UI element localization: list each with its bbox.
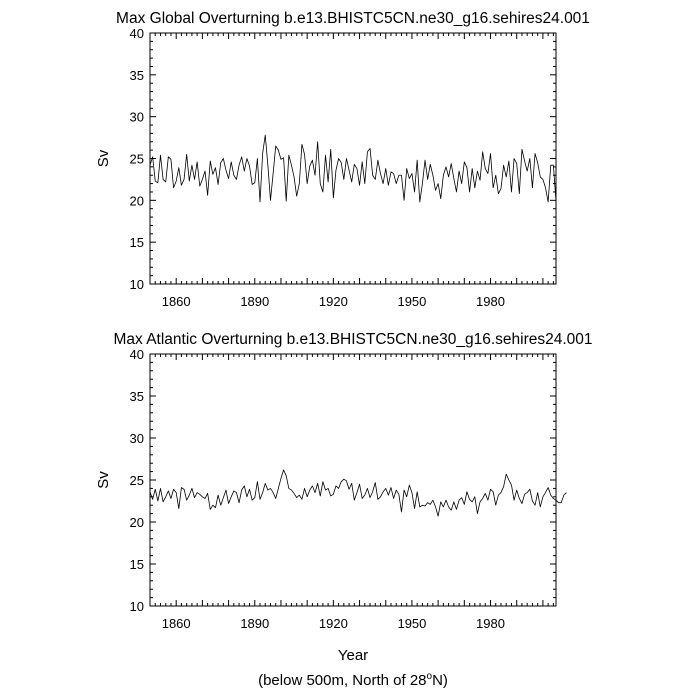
series-line	[149, 469, 567, 517]
series-layer	[149, 134, 557, 203]
y-tick-label: 15	[130, 235, 144, 250]
series-line	[149, 134, 557, 203]
x-tick-label: 1890	[240, 294, 269, 309]
y-tick-label: 10	[130, 599, 144, 614]
y-axis-label: Sv	[95, 149, 112, 167]
chart-title: Max Global Overturning b.e13.BHISTC5CN.n…	[116, 10, 590, 27]
x-tick-label: 1860	[162, 616, 191, 631]
y-tick-label: 20	[130, 193, 144, 208]
y-tick-label: 15	[130, 557, 144, 572]
y-axis-label: Sv	[95, 471, 112, 489]
x-tick-label: 1890	[240, 616, 269, 631]
chart-atlantic-overturning: Max Atlantic Overturning b.e13.BHISTC5CN…	[95, 331, 593, 664]
y-tick-label: 35	[130, 68, 144, 83]
y-tick-label: 40	[130, 347, 144, 362]
x-axis-label: Year	[338, 647, 368, 664]
x-tick-label: 1920	[319, 616, 348, 631]
x-tick-label: 1980	[476, 294, 505, 309]
chart-global-overturning: Max Global Overturning b.e13.BHISTC5CN.n…	[95, 10, 590, 309]
y-axis: 10 15 20 25 30 35 40	[130, 26, 556, 292]
y-tick-label: 40	[130, 26, 144, 41]
x-tick-label: 1920	[319, 294, 348, 309]
plot-frame	[149, 353, 557, 607]
x-tick-label: 1860	[162, 294, 191, 309]
x-tick-label: 1980	[476, 616, 505, 631]
y-tick-label: 25	[130, 152, 144, 167]
y-axis: 10 15 20 25 30 35 40	[130, 347, 556, 614]
x-tick-label: 1950	[397, 616, 426, 631]
y-tick-label: 30	[130, 110, 144, 125]
chart-title: Max Atlantic Overturning b.e13.BHISTC5CN…	[113, 331, 592, 348]
x-axis: 1860 1890 1920 1950 1980	[149, 33, 554, 309]
series-layer	[149, 469, 567, 517]
y-tick-label: 20	[130, 515, 144, 530]
x-axis: 1860 1890 1920 1950 1980	[149, 354, 554, 631]
figure-footnote: (below 500m, North of 28oN)	[258, 671, 448, 689]
y-tick-label: 10	[130, 277, 144, 292]
y-tick-label: 35	[130, 389, 144, 404]
plot-frame	[149, 32, 557, 285]
x-tick-label: 1950	[397, 294, 426, 309]
y-tick-label: 30	[130, 431, 144, 446]
y-tick-label: 25	[130, 473, 144, 488]
